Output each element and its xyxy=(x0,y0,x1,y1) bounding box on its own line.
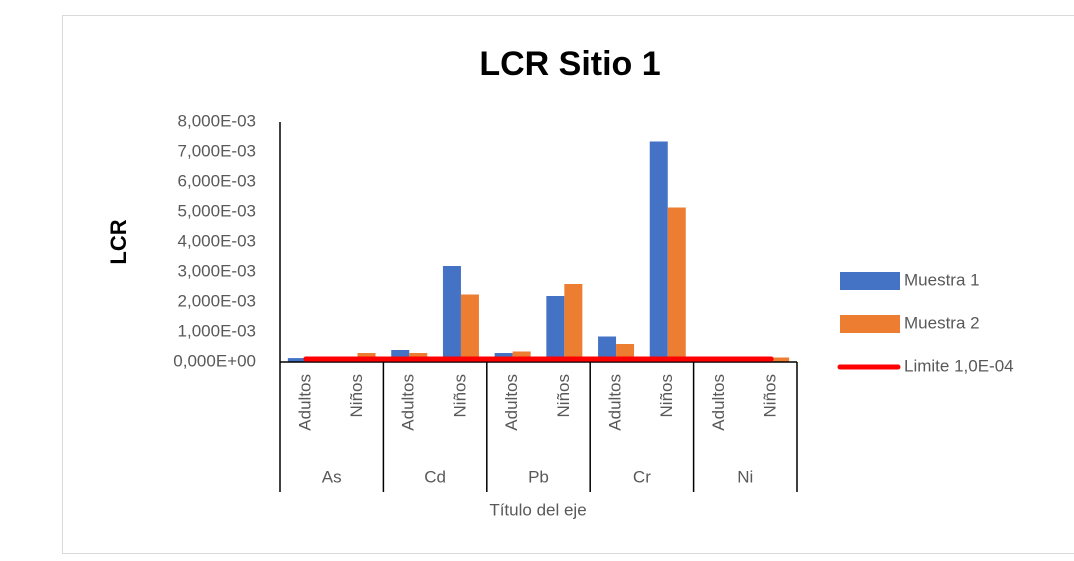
x-tick-label: Adultos xyxy=(399,374,418,431)
bar xyxy=(598,336,617,362)
x-group-label: Cr xyxy=(633,467,651,486)
bar xyxy=(442,266,461,362)
bar xyxy=(287,358,306,362)
x-tick-label: Niños xyxy=(347,374,366,417)
chart-title: LCR Sitio 1 xyxy=(479,45,660,83)
legend-label: Muestra 2 xyxy=(904,313,980,332)
x-tick-label: Niños xyxy=(657,374,676,417)
x-tick-label: Niños xyxy=(761,374,780,417)
legend-label: Limite 1,0E-04 xyxy=(904,356,1014,375)
y-tick-label: 0,000E+00 xyxy=(173,351,256,370)
y-tick-label: 6,000E-03 xyxy=(178,171,256,190)
bar xyxy=(546,296,565,362)
x-group-label: Pb xyxy=(528,467,549,486)
y-tick-label: 7,000E-03 xyxy=(178,141,256,160)
x-tick-label: Niños xyxy=(554,374,573,417)
legend-swatch xyxy=(840,315,900,333)
legend-swatch xyxy=(840,272,900,290)
bar xyxy=(564,284,583,362)
y-tick-label: 3,000E-03 xyxy=(178,261,256,280)
x-tick-label: Adultos xyxy=(295,374,314,431)
bar xyxy=(667,207,686,362)
bar xyxy=(460,294,479,362)
bar xyxy=(649,141,668,362)
y-tick-label: 4,000E-03 xyxy=(178,231,256,250)
legend-label: Muestra 1 xyxy=(904,270,980,289)
x-group-label: As xyxy=(322,467,342,486)
x-group-label: Cd xyxy=(424,467,446,486)
y-tick-label: 2,000E-03 xyxy=(178,291,256,310)
y-tick-label: 8,000E-03 xyxy=(178,111,256,130)
x-group-label: Ni xyxy=(737,467,753,486)
x-tick-label: Adultos xyxy=(606,374,625,431)
y-axis-title: LCR xyxy=(106,219,131,264)
x-tick-label: Niños xyxy=(450,374,469,417)
bar xyxy=(771,357,790,362)
x-tick-label: Adultos xyxy=(502,374,521,431)
x-tick-label: Adultos xyxy=(709,374,728,431)
x-axis-title: Título del eje xyxy=(489,500,586,519)
y-tick-label: 1,000E-03 xyxy=(178,321,256,340)
y-tick-label: 5,000E-03 xyxy=(178,201,256,220)
